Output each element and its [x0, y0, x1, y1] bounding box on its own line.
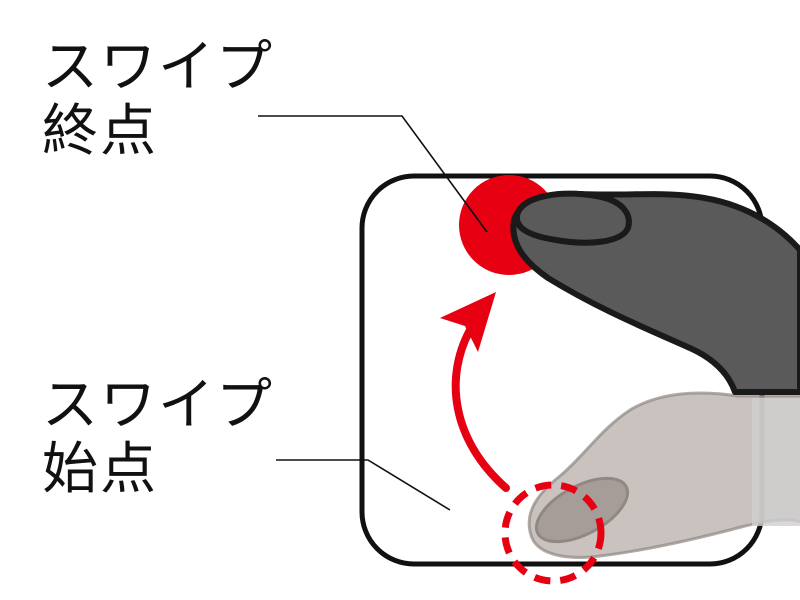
swipe-start-marker [501, 481, 605, 585]
swipe-start-label: スワイプ 始点 [42, 374, 274, 502]
start-leader-line [276, 459, 451, 511]
swipe-end-label: スワイプ 終点 [42, 36, 274, 164]
swipe-end-label-line1: スワイプ [42, 35, 274, 100]
end-fingernail [513, 190, 632, 246]
swipe-end-label-line2: 終点 [42, 99, 158, 164]
swipe-direction-arrow-icon [440, 292, 510, 492]
end-finger-icon [510, 190, 800, 395]
swipe-start-label-line1: スワイプ [42, 373, 274, 438]
start-finger-icon [527, 391, 800, 559]
swipe-start-label-line2: 始点 [42, 437, 158, 502]
end-leader-line [258, 115, 488, 233]
